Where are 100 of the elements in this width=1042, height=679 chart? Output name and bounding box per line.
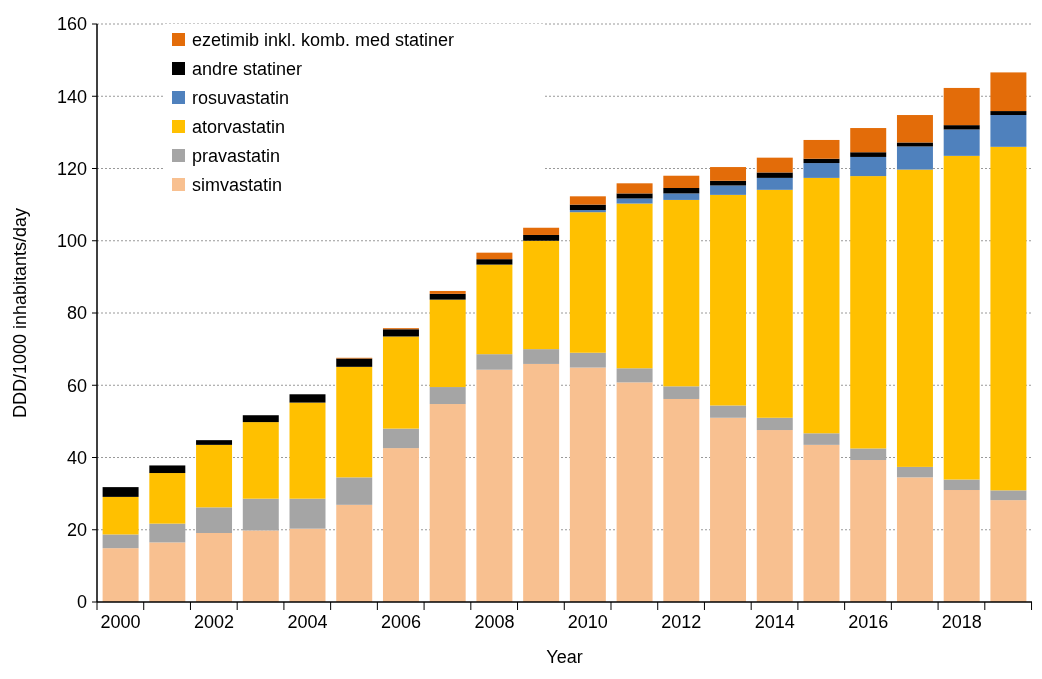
bar xyxy=(896,466,933,478)
bar xyxy=(943,155,980,480)
bar xyxy=(710,405,747,418)
legend-label: rosuvastatin xyxy=(192,88,290,109)
bar xyxy=(850,156,887,177)
bar xyxy=(943,129,980,156)
bar xyxy=(896,169,933,467)
bar xyxy=(756,189,793,418)
bar xyxy=(616,203,653,369)
y-tick-label: 40 xyxy=(66,447,87,468)
bar xyxy=(476,264,513,355)
x-tick-label: 2012 xyxy=(661,612,702,632)
x-tick-label: 2014 xyxy=(754,612,795,632)
bar xyxy=(803,444,840,602)
x-tick-label: 2008 xyxy=(474,612,515,632)
x-tick-label: 2018 xyxy=(941,612,982,632)
bar xyxy=(943,125,980,130)
bar xyxy=(990,500,1027,602)
bar xyxy=(289,528,326,602)
x-tick-label: 2010 xyxy=(567,612,608,632)
bar xyxy=(476,259,513,265)
bar xyxy=(149,542,186,602)
bar xyxy=(382,329,419,337)
y-tick-label: 140 xyxy=(56,86,87,107)
bar xyxy=(336,477,373,505)
bar xyxy=(429,404,466,602)
bar xyxy=(756,157,793,173)
bar xyxy=(990,72,1027,112)
bar xyxy=(523,240,560,350)
bar xyxy=(710,185,747,195)
y-tick-label: 20 xyxy=(66,520,87,541)
bar xyxy=(289,394,326,403)
bar xyxy=(429,299,466,388)
bar xyxy=(336,358,373,367)
bar xyxy=(569,367,606,602)
y-tick-label: 100 xyxy=(56,231,87,252)
bar xyxy=(523,363,560,602)
bar xyxy=(710,417,747,602)
y-tick-label: 60 xyxy=(66,375,87,396)
x-tick-label: 2004 xyxy=(287,612,328,632)
bar xyxy=(569,204,606,211)
bar xyxy=(990,146,1027,491)
bar xyxy=(616,193,653,199)
bar xyxy=(382,428,419,449)
bar xyxy=(803,163,840,178)
y-axis-title: DDD/1000 inhabitants/day xyxy=(10,207,30,419)
x-tick-label: 2016 xyxy=(848,612,889,632)
y-tick-label: 160 xyxy=(56,14,87,35)
legend-label: atorvastatin xyxy=(192,117,286,138)
y-tick-label: 0 xyxy=(76,592,87,613)
bar xyxy=(569,210,606,213)
bar xyxy=(336,366,373,478)
bar xyxy=(289,498,326,529)
bar xyxy=(990,111,1027,116)
bar xyxy=(896,477,933,602)
bar xyxy=(242,415,279,423)
bar xyxy=(569,352,606,368)
bar xyxy=(896,146,933,170)
bar xyxy=(710,167,747,181)
bar xyxy=(102,496,139,535)
bar xyxy=(990,115,1027,147)
bar xyxy=(196,533,233,602)
bar xyxy=(476,369,513,602)
bar xyxy=(242,530,279,602)
bar xyxy=(569,212,606,353)
bar xyxy=(663,175,700,189)
bar xyxy=(663,193,700,200)
bar xyxy=(523,349,560,364)
bar xyxy=(289,402,326,499)
bar xyxy=(523,234,560,241)
bar xyxy=(663,199,700,387)
bar xyxy=(149,465,186,474)
bar xyxy=(616,368,653,383)
bar xyxy=(616,198,653,204)
bar xyxy=(896,142,933,147)
legend-label: ezetimib inkl. komb. med statiner xyxy=(192,30,455,51)
legend-label: andre statiner xyxy=(192,59,303,80)
bar xyxy=(850,460,887,602)
bar xyxy=(803,433,840,445)
bar xyxy=(663,386,700,399)
bar xyxy=(943,479,980,491)
x-tick-label: 2000 xyxy=(100,612,141,632)
bar xyxy=(196,444,233,508)
bar xyxy=(429,293,466,300)
bar xyxy=(569,196,606,205)
bar xyxy=(196,440,233,445)
bar xyxy=(429,290,466,294)
bar xyxy=(803,139,840,159)
bar xyxy=(756,177,793,190)
x-axis-title: Year xyxy=(546,647,583,667)
bar xyxy=(336,504,373,602)
bar xyxy=(663,188,700,194)
bar xyxy=(943,490,980,602)
bar xyxy=(850,152,887,157)
y-tick-label: 120 xyxy=(56,158,87,179)
bar xyxy=(756,172,793,178)
bar xyxy=(803,177,840,434)
bar xyxy=(102,548,139,602)
bar xyxy=(476,252,513,260)
bar xyxy=(756,430,793,602)
